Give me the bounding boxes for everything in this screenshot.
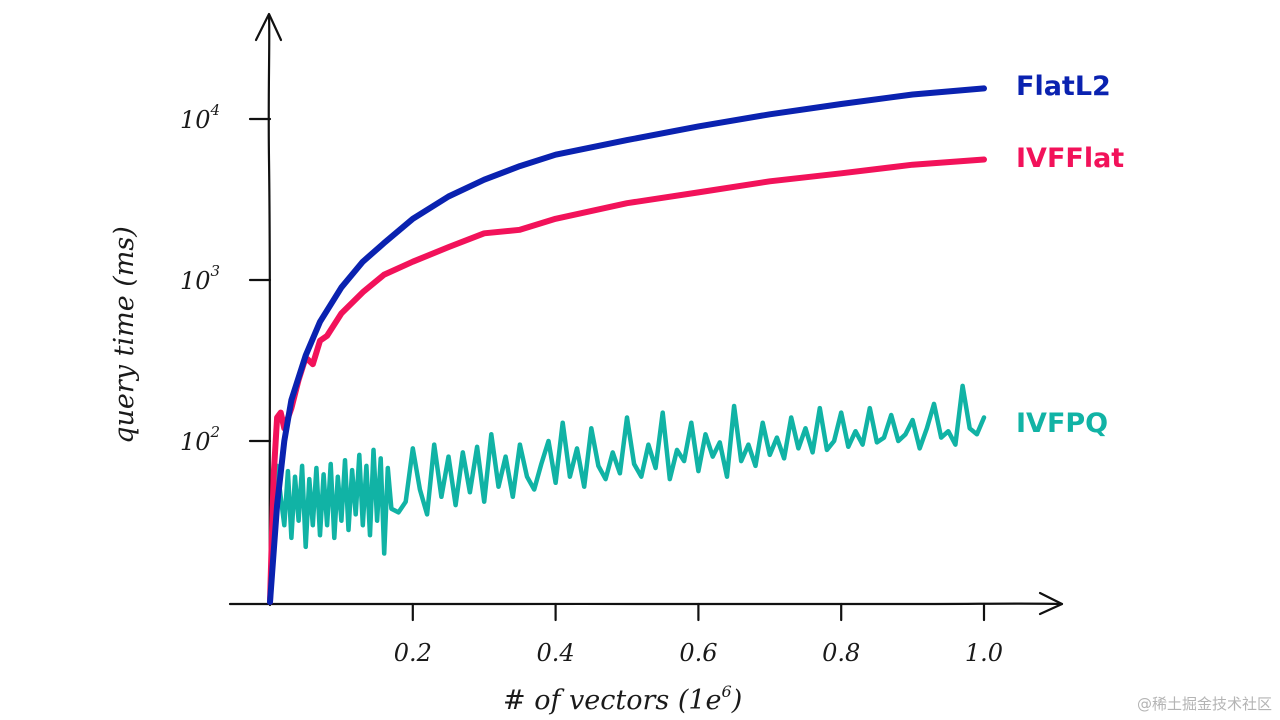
y-axis-label: query time (ms) xyxy=(109,226,140,444)
legend: FlatL2 IVFFlat IVFPQ xyxy=(1016,71,1124,439)
y-tick-base: 10 xyxy=(180,428,211,456)
x-tick-label: 0.2 xyxy=(394,639,432,667)
series-line-flatl2 xyxy=(267,85,987,605)
x-tick-label: 1.0 xyxy=(965,639,1003,667)
x-axis-label-exp: 6 xyxy=(722,682,732,701)
x-axis-label-close: ) xyxy=(731,685,743,716)
series-line-ivfpq xyxy=(267,383,987,592)
x-tick-label: 0.8 xyxy=(822,639,860,667)
x-axis-label: # of vectors (1e6) xyxy=(503,682,742,716)
y-tick-base: 10 xyxy=(180,267,211,295)
series-line-ivfflat xyxy=(267,156,987,605)
y-tick-base: 10 xyxy=(180,106,211,134)
y-tick-label: 103 xyxy=(180,262,220,295)
legend-label-ivfflat: IVFFlat xyxy=(1016,143,1124,174)
x-tick-label: 0.6 xyxy=(679,639,717,667)
x-axis-arrowhead xyxy=(1038,591,1064,616)
y-tick-exp: 4 xyxy=(210,101,221,119)
x-axis-label-main: # of vectors (1e xyxy=(503,685,722,716)
x-tick-label: 0.4 xyxy=(537,639,575,667)
y-tick-exp: 2 xyxy=(210,423,221,441)
legend-label-flatl2: FlatL2 xyxy=(1016,71,1111,102)
y-tick-label: 102 xyxy=(180,423,220,456)
x-ticks: 0.2 0.4 0.6 0.8 1.0 xyxy=(394,602,1003,667)
y-axis-arrowhead xyxy=(254,12,283,42)
series-lines xyxy=(267,85,987,605)
watermark: @稀土掘金技术社区 xyxy=(1136,695,1272,713)
y-tick-label: 104 xyxy=(180,101,220,134)
y-axis xyxy=(267,13,272,607)
y-tick-exp: 3 xyxy=(211,262,221,280)
legend-label-ivfpq: IVFPQ xyxy=(1016,408,1108,439)
x-axis xyxy=(228,602,1064,606)
